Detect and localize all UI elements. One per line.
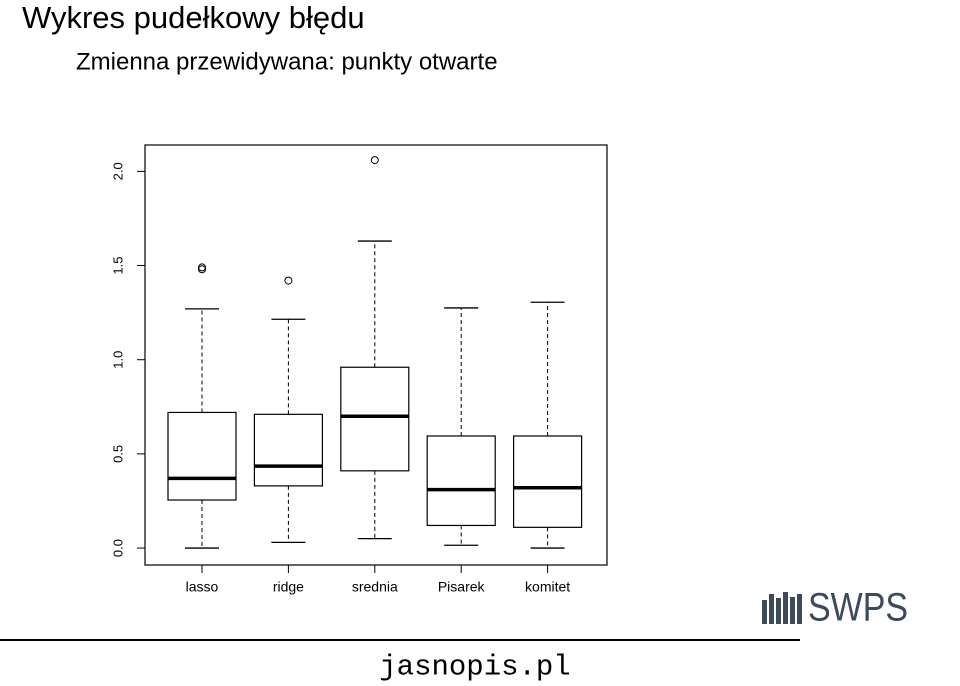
outlier <box>284 276 293 285</box>
box <box>512 435 583 528</box>
x-tick-label: ridge <box>273 579 304 595</box>
footer-site: jasnopis.pl <box>379 651 570 684</box>
logo-text: SWPS <box>808 586 908 630</box>
y-tick-label: 0.0 <box>110 539 125 557</box>
box <box>253 413 323 487</box>
x-tick-label: srednia <box>352 579 398 595</box>
box <box>167 411 237 501</box>
y-tick-label: 1.0 <box>110 351 125 369</box>
logo-figures <box>762 592 802 624</box>
x-tick-label: komitet <box>525 579 570 595</box>
y-tick-label: 0.5 <box>110 445 125 463</box>
y-tick-label: 1.5 <box>110 256 125 274</box>
x-tick-label: Pisarek <box>438 579 486 595</box>
outlier <box>370 156 379 165</box>
box <box>426 435 496 527</box>
slide-title: Wykres pudełkowy błędu <box>22 0 365 35</box>
slide-subtitle: Zmienna przewidywana: punkty otwarte <box>76 48 498 75</box>
outlier <box>198 265 206 274</box>
plot-frame <box>144 144 608 566</box>
x-tick-label: lasso <box>186 579 219 595</box>
y-tick-label: 2.0 <box>110 162 125 180</box>
box <box>340 366 410 472</box>
